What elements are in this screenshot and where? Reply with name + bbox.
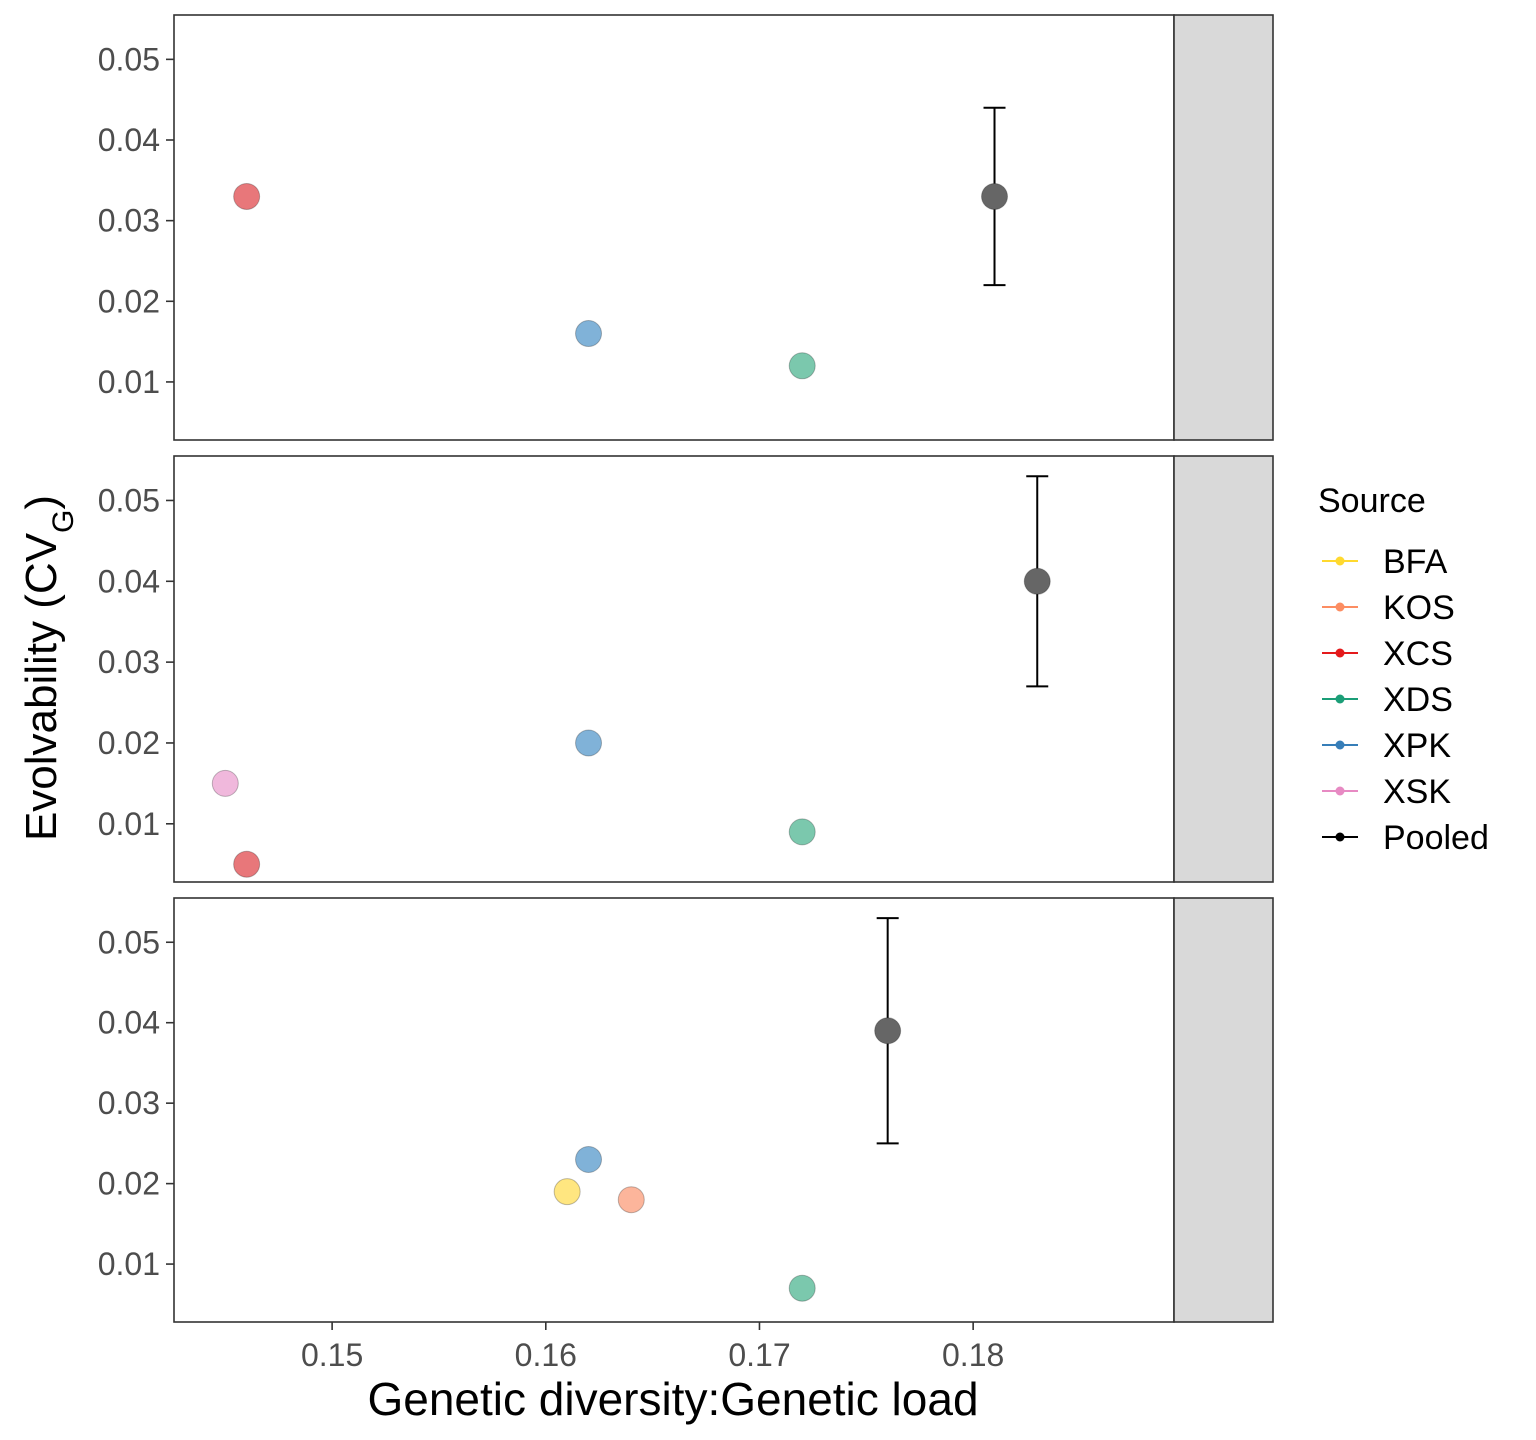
y-tick-label: 0.04: [98, 1005, 160, 1041]
legend-label: BFA: [1383, 543, 1448, 581]
legend-item: KOS: [1322, 589, 1455, 627]
x-tick-label: 0.17: [728, 1337, 790, 1373]
data-point-bfa: [553, 1178, 581, 1206]
data-point-xds: [788, 352, 816, 380]
facet-panel: 0.010.020.030.040.05Maryland: [98, 14, 1274, 441]
y-tick-label: 0.05: [98, 482, 160, 518]
points-group: [553, 917, 902, 1302]
y-axis-title: Evolvability (CVG): [17, 495, 80, 841]
y-tick-label: 0.04: [98, 122, 160, 158]
data-point-xpk: [575, 320, 603, 348]
facet-strip: [1173, 897, 1274, 1323]
legend-item: XDS: [1322, 681, 1453, 719]
legend-item: XSK: [1322, 773, 1451, 811]
y-tick-label: 0.02: [98, 1166, 160, 1202]
legend-key-point: [1335, 740, 1345, 750]
panel-background: [174, 898, 1174, 1322]
legend-label: KOS: [1383, 589, 1455, 627]
legend-label: XDS: [1383, 681, 1453, 719]
y-tick-label: 0.02: [98, 725, 160, 761]
y-tick-label: 0.03: [98, 1085, 160, 1121]
legend: Source BFA KOS XCS XDS XPK XSK Pooled: [1318, 482, 1489, 857]
data-point-kos: [617, 1186, 645, 1214]
legend-key-point: [1335, 694, 1345, 704]
facet-panel: 0.010.020.030.040.05Virginia: [98, 897, 1274, 1323]
points-group: [211, 475, 1051, 878]
x-axis: 0.15 0.16 0.17 0.18: [301, 1322, 1004, 1373]
legend-key-point: [1335, 832, 1345, 842]
legend-title: Source: [1318, 482, 1426, 520]
data-point-xsk: [211, 769, 239, 797]
y-tick-label: 0.03: [98, 644, 160, 680]
legend-item: XCS: [1322, 635, 1453, 673]
x-tick-label: 0.16: [515, 1337, 577, 1373]
legend-key-point: [1335, 786, 1345, 796]
legend-label: Pooled: [1383, 819, 1489, 857]
y-tick-label: 0.01: [98, 364, 160, 400]
legend-key-point: [1335, 602, 1345, 612]
y-tick-label: 0.03: [98, 203, 160, 239]
panel-background: [174, 456, 1174, 882]
y-tick-label: 0.01: [98, 806, 160, 842]
facet-strip: [1173, 14, 1274, 441]
panels-layer: 0.010.020.030.040.05Maryland0.010.020.03…: [98, 14, 1274, 1323]
data-point-pooled: [1023, 567, 1051, 595]
facet-strip: [1173, 455, 1274, 883]
y-tick-label: 0.02: [98, 283, 160, 319]
x-tick-label: 0.15: [301, 1337, 363, 1373]
legend-key-point: [1335, 648, 1345, 658]
data-point-xpk: [575, 729, 603, 757]
x-tick-label: 0.18: [942, 1337, 1004, 1373]
legend-item: XPK: [1322, 727, 1451, 765]
data-point-pooled: [981, 182, 1009, 210]
panel-background: [174, 15, 1174, 440]
data-point-xcs: [233, 182, 261, 210]
data-point-xds: [788, 818, 816, 846]
data-point-xds: [788, 1274, 816, 1302]
y-tick-label: 0.04: [98, 563, 160, 599]
y-tick-label: 0.05: [98, 41, 160, 77]
legend-key-point: [1335, 556, 1345, 566]
y-tick-label: 0.05: [98, 924, 160, 960]
x-axis-title: Genetic diversity:Genetic load: [367, 1373, 978, 1425]
data-point-xpk: [575, 1145, 603, 1173]
legend-label: XSK: [1383, 773, 1451, 811]
facet-panel: 0.010.020.030.040.05West_Virginia: [98, 455, 1274, 883]
legend-item: BFA: [1322, 543, 1448, 581]
data-point-xcs: [233, 850, 261, 878]
legend-item: Pooled: [1322, 819, 1489, 857]
points-group: [233, 106, 1009, 380]
legend-label: XCS: [1383, 635, 1453, 673]
data-point-pooled: [874, 1017, 902, 1045]
y-tick-label: 0.01: [98, 1246, 160, 1282]
legend-label: XPK: [1383, 727, 1451, 765]
